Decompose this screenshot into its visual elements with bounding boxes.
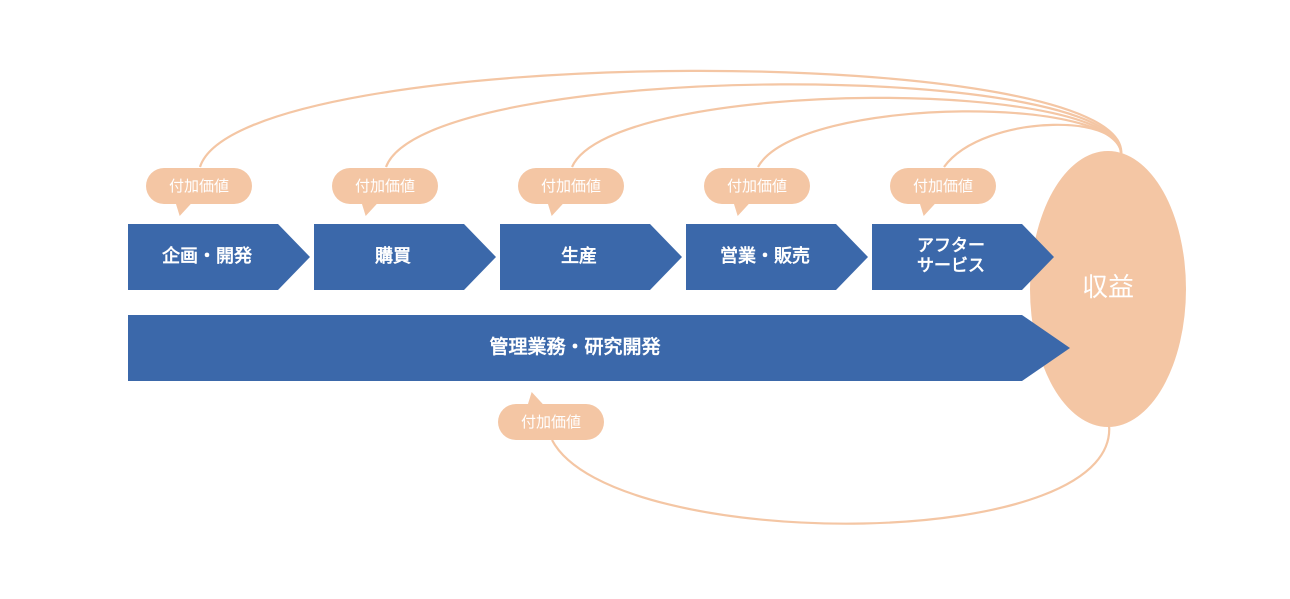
connector-curve-top bbox=[572, 98, 1121, 167]
value-added-label: 付加価値 bbox=[541, 178, 601, 195]
value-added-bubble: 付加価値 bbox=[704, 168, 810, 216]
value-added-label: 付加価値 bbox=[521, 414, 581, 431]
value-added-label: 付加価値 bbox=[727, 178, 787, 195]
stage-label: 企画・開発 bbox=[161, 245, 253, 266]
revenue-label: 収益 bbox=[1082, 272, 1134, 302]
connector-curve-top bbox=[386, 84, 1121, 167]
value-chain-diagram: 収益企画・開発購買生産営業・販売アフターサービス管理業務・研究開発付加価値付加価… bbox=[0, 0, 1290, 599]
connector-curve-top bbox=[758, 111, 1121, 167]
value-added-label: 付加価値 bbox=[355, 178, 415, 195]
value-added-bubble: 付加価値 bbox=[890, 168, 996, 216]
value-added-bubble: 付加価値 bbox=[498, 392, 604, 440]
value-added-label: 付加価値 bbox=[169, 178, 229, 195]
connector-curve-bottom bbox=[552, 418, 1109, 524]
value-added-bubble: 付加価値 bbox=[332, 168, 438, 216]
value-added-bubble: 付加価値 bbox=[146, 168, 252, 216]
value-added-bubble: 付加価値 bbox=[518, 168, 624, 216]
stage-label: 生産 bbox=[561, 245, 597, 266]
stage-label: 営業・販売 bbox=[720, 245, 810, 266]
stage-label: 購買 bbox=[374, 245, 411, 266]
stage-label: アフターサービス bbox=[917, 236, 985, 275]
value-added-label: 付加価値 bbox=[913, 178, 973, 195]
support-bar-label: 管理業務・研究開発 bbox=[489, 335, 661, 358]
